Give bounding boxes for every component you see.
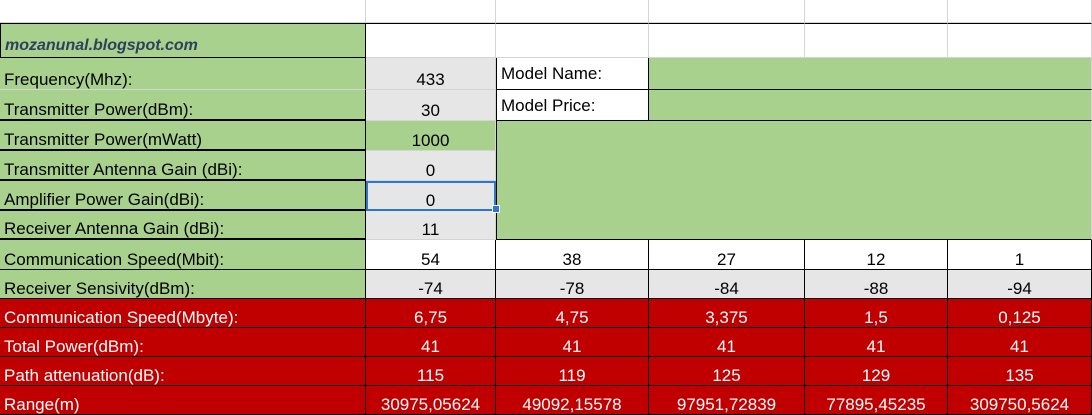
cell-f1[interactable] bbox=[948, 0, 1092, 23]
path-attenuation-label[interactable]: Path attenuation(dB): bbox=[0, 357, 366, 386]
comm-speed-mbit-value[interactable]: 1 bbox=[948, 240, 1092, 270]
comm-speed-mbyte-value[interactable]: 4,75 bbox=[496, 299, 649, 328]
cell-d1[interactable] bbox=[649, 0, 805, 23]
rx-sensitivity-value[interactable]: -78 bbox=[496, 270, 649, 299]
frequency-label[interactable]: Frequency(Mhz): bbox=[0, 58, 366, 90]
amplifier-gain-value[interactable]: 0 bbox=[366, 181, 496, 211]
comm-speed-mbyte-value[interactable]: 3,375 bbox=[649, 299, 805, 328]
cell-f2[interactable] bbox=[948, 23, 1092, 58]
cell-a1[interactable] bbox=[0, 0, 366, 23]
total-power-value[interactable]: 41 bbox=[366, 328, 496, 357]
total-power-value[interactable]: 41 bbox=[805, 328, 948, 357]
range-value[interactable]: 77895,45235 bbox=[805, 386, 948, 415]
range-value[interactable]: 30975,05624 bbox=[366, 386, 496, 415]
comm-speed-mbyte-value[interactable]: 6,75 bbox=[366, 299, 496, 328]
blog-title[interactable]: mozanunal.blogspot.com bbox=[0, 23, 366, 58]
tx-power-mwatt-value[interactable]: 1000 bbox=[366, 121, 496, 151]
tx-power-dbm-value[interactable]: 30 bbox=[366, 90, 496, 121]
path-attenuation-value[interactable]: 135 bbox=[948, 357, 1092, 386]
model-name-label[interactable]: Model Name: bbox=[496, 58, 649, 90]
fill-handle[interactable] bbox=[492, 205, 500, 213]
tx-antenna-gain-value[interactable]: 0 bbox=[366, 151, 496, 181]
rx-antenna-gain-value[interactable]: 11 bbox=[366, 211, 496, 240]
range-label[interactable]: Range(m) bbox=[0, 386, 366, 415]
cell-c2[interactable] bbox=[496, 23, 649, 58]
range-value[interactable]: 97951,72839 bbox=[649, 386, 805, 415]
tx-antenna-gain-label[interactable]: Transmitter Antenna Gain (dBi): bbox=[0, 151, 366, 181]
range-value[interactable]: 49092,15578 bbox=[496, 386, 649, 415]
cell-b2[interactable] bbox=[366, 23, 496, 58]
model-notes-area[interactable] bbox=[496, 121, 1092, 240]
cell-e1[interactable] bbox=[805, 0, 948, 23]
comm-speed-mbit-value[interactable]: 12 bbox=[805, 240, 948, 270]
total-power-value[interactable]: 41 bbox=[948, 328, 1092, 357]
total-power-value[interactable]: 41 bbox=[649, 328, 805, 357]
comm-speed-mbyte-value[interactable]: 0,125 bbox=[948, 299, 1092, 328]
rx-sensitivity-value[interactable]: -88 bbox=[805, 270, 948, 299]
comm-speed-mbit-value[interactable]: 54 bbox=[366, 240, 496, 270]
path-attenuation-value[interactable]: 125 bbox=[649, 357, 805, 386]
frequency-value[interactable]: 433 bbox=[366, 58, 496, 90]
total-power-label[interactable]: Total Power(dBm): bbox=[0, 328, 366, 357]
range-value[interactable]: 309750,5624 bbox=[948, 386, 1092, 415]
comm-speed-mbit-value[interactable]: 38 bbox=[496, 240, 649, 270]
comm-speed-mbit-value[interactable]: 27 bbox=[649, 240, 805, 270]
rx-sensitivity-value[interactable]: -84 bbox=[649, 270, 805, 299]
comm-speed-mbyte-label[interactable]: Communication Speed(Mbyte): bbox=[0, 299, 366, 328]
comm-speed-mbyte-value[interactable]: 1,5 bbox=[805, 299, 948, 328]
tx-power-mwatt-label[interactable]: Transmitter Power(mWatt) bbox=[0, 121, 366, 151]
rx-sensitivity-value[interactable]: -94 bbox=[948, 270, 1092, 299]
tx-power-dbm-label[interactable]: Transmitter Power(dBm): bbox=[0, 90, 366, 121]
amplifier-gain-label[interactable]: Amplifier Power Gain(dBi): bbox=[0, 181, 366, 211]
rx-antenna-gain-label[interactable]: Receiver Antenna Gain (dBi): bbox=[0, 211, 366, 240]
total-power-value[interactable]: 41 bbox=[496, 328, 649, 357]
path-attenuation-value[interactable]: 129 bbox=[805, 357, 948, 386]
rx-sensitivity-label[interactable]: Receiver Sensivity(dBm): bbox=[0, 270, 366, 299]
model-price-value[interactable] bbox=[649, 90, 1092, 121]
path-attenuation-value[interactable]: 119 bbox=[496, 357, 649, 386]
cell-b1[interactable] bbox=[366, 0, 496, 23]
rx-sensitivity-value[interactable]: -74 bbox=[366, 270, 496, 299]
path-attenuation-value[interactable]: 115 bbox=[366, 357, 496, 386]
model-price-label[interactable]: Model Price: bbox=[496, 90, 649, 121]
cell-d2[interactable] bbox=[649, 23, 805, 58]
cell-e2[interactable] bbox=[805, 23, 948, 58]
comm-speed-mbit-label[interactable]: Communication Speed(Mbit): bbox=[0, 240, 366, 270]
model-name-value[interactable] bbox=[649, 58, 1092, 90]
cell-c1[interactable] bbox=[496, 0, 649, 23]
